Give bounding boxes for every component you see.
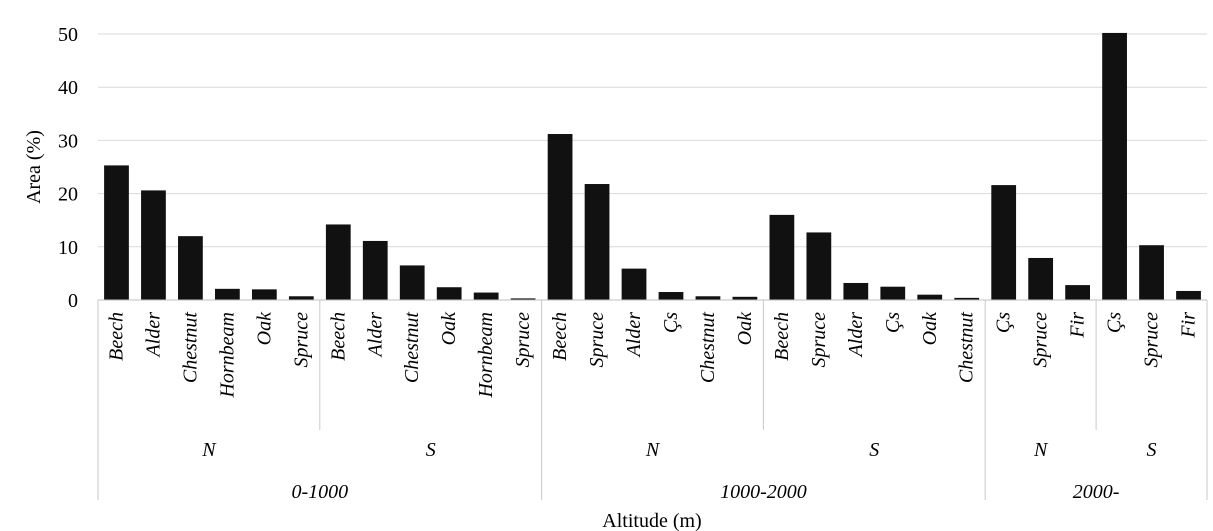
- x-category-label: Alder: [845, 312, 867, 359]
- aspect-label: S: [426, 439, 436, 461]
- x-category-label: Oak: [919, 311, 941, 345]
- x-category-label: Chestnut: [956, 312, 978, 384]
- bar: [104, 165, 129, 300]
- y-tick-label: 30: [58, 130, 78, 152]
- x-category-label: Chestnut: [401, 312, 423, 384]
- x-category-label: Çs: [993, 312, 1015, 333]
- x-category-label: Hornbeam: [216, 312, 238, 399]
- bar: [214, 288, 240, 300]
- bar: [732, 296, 758, 300]
- x-category-label: Oak: [253, 311, 275, 345]
- x-category-label: Çs: [1104, 312, 1126, 333]
- altitude-group-label: 1000-2000: [720, 481, 807, 503]
- bar: [769, 214, 795, 300]
- x-category-label: Spruce: [808, 312, 830, 368]
- bar: [806, 232, 832, 300]
- bar: [954, 297, 980, 300]
- x-category-label: Oak: [438, 311, 460, 345]
- x-category-label: Oak: [734, 311, 756, 345]
- y-tick-label: 10: [58, 237, 78, 259]
- x-category-label: Alder: [364, 312, 386, 359]
- bar: [510, 298, 536, 300]
- bar: [1139, 245, 1164, 300]
- labels-layer: 0 10 20 30 40 50 Area (%) Altitude (m) Beech Alde…: [23, 24, 1200, 531]
- x-category-label: Beech: [549, 312, 571, 361]
- bar: [399, 265, 425, 300]
- bar: [658, 292, 684, 300]
- bar: [1028, 257, 1054, 300]
- x-category-label: Spruce: [1141, 312, 1163, 368]
- x-category-label: Spruce: [1030, 312, 1052, 368]
- bar: [1176, 290, 1201, 300]
- altitude-group-label: 0-1000: [291, 481, 348, 503]
- x-category-label: Chestnut: [179, 312, 201, 384]
- x-category-label: Chestnut: [697, 312, 719, 384]
- aspect-label: N: [1033, 439, 1049, 461]
- aspect-label: S: [869, 439, 879, 461]
- bar: [991, 185, 1017, 300]
- bar: [362, 240, 388, 300]
- bar: [1102, 32, 1127, 300]
- x-category-label: Spruce: [290, 312, 312, 368]
- bar: [880, 286, 906, 300]
- bar: [436, 287, 462, 300]
- bar: [621, 268, 647, 300]
- bar: [473, 292, 499, 300]
- aspect-label: N: [645, 439, 661, 461]
- bar: [141, 190, 166, 300]
- y-tick-label: 20: [58, 184, 78, 206]
- x-category-label: Spruce: [586, 312, 608, 368]
- bar: [843, 282, 869, 300]
- x-category-label: Beech: [327, 312, 349, 361]
- x-category-label: Spruce: [512, 312, 534, 368]
- bar: [178, 236, 203, 300]
- bar: [1065, 285, 1091, 300]
- bar: [917, 294, 943, 300]
- bar: [288, 296, 314, 300]
- y-tick-label: 0: [68, 290, 78, 312]
- aspect-label: S: [1147, 439, 1157, 461]
- y-axis-title: Area (%): [23, 130, 45, 204]
- x-category-label: Fir: [1178, 312, 1200, 339]
- bar: [584, 184, 610, 300]
- bar: [695, 296, 721, 300]
- aspect-label: N: [201, 439, 217, 461]
- bars-layer: [104, 32, 1201, 300]
- bar: [251, 289, 277, 300]
- x-category-label: Alder: [142, 312, 164, 359]
- x-axis-title: Altitude (m): [602, 510, 701, 531]
- x-category-label: Fir: [1067, 312, 1089, 339]
- altitude-group-label: 2000-: [1073, 481, 1120, 503]
- axes-layer: [97, 299, 1208, 500]
- y-tick-label: 50: [58, 24, 78, 46]
- y-tick-label: 40: [58, 77, 78, 99]
- x-category-label: Alder: [623, 312, 645, 359]
- x-category-label: Beech: [771, 312, 793, 361]
- bar: [325, 224, 351, 300]
- x-category-label: Çs: [882, 312, 904, 333]
- x-category-label: Beech: [105, 312, 127, 361]
- x-category-label: Hornbeam: [475, 312, 497, 399]
- bar: [547, 134, 573, 300]
- x-category-label: Çs: [660, 312, 682, 333]
